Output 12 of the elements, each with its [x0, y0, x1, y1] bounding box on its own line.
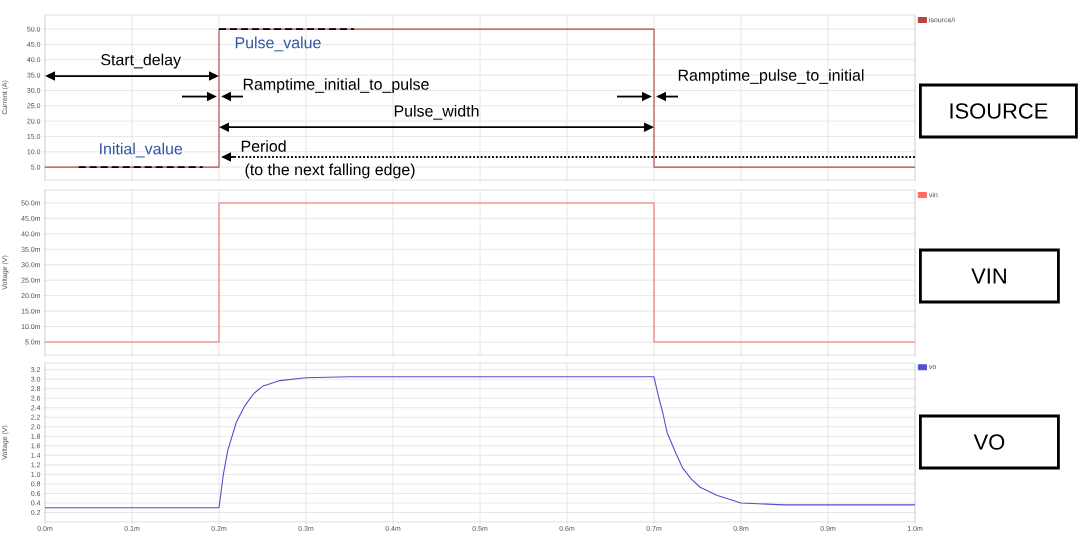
annotation: Initial_value	[100, 142, 183, 158]
annotation: Start_delay	[101, 53, 181, 69]
annotation: Pulse_width	[394, 104, 479, 120]
text: VO	[973, 434, 1005, 450]
text: ISOURCE	[950, 103, 1048, 119]
annotation: Pulse_value	[235, 36, 321, 52]
annotation: (to the next falling edge)	[245, 163, 415, 179]
line-series	[44, 376, 916, 509]
annotation: Ramptime_pulse_to_initial	[678, 69, 864, 84]
annotation: Period	[241, 140, 286, 152]
annotation: Ramptime_initial_to_pulse	[243, 78, 429, 93]
text: VIN	[971, 268, 1006, 284]
